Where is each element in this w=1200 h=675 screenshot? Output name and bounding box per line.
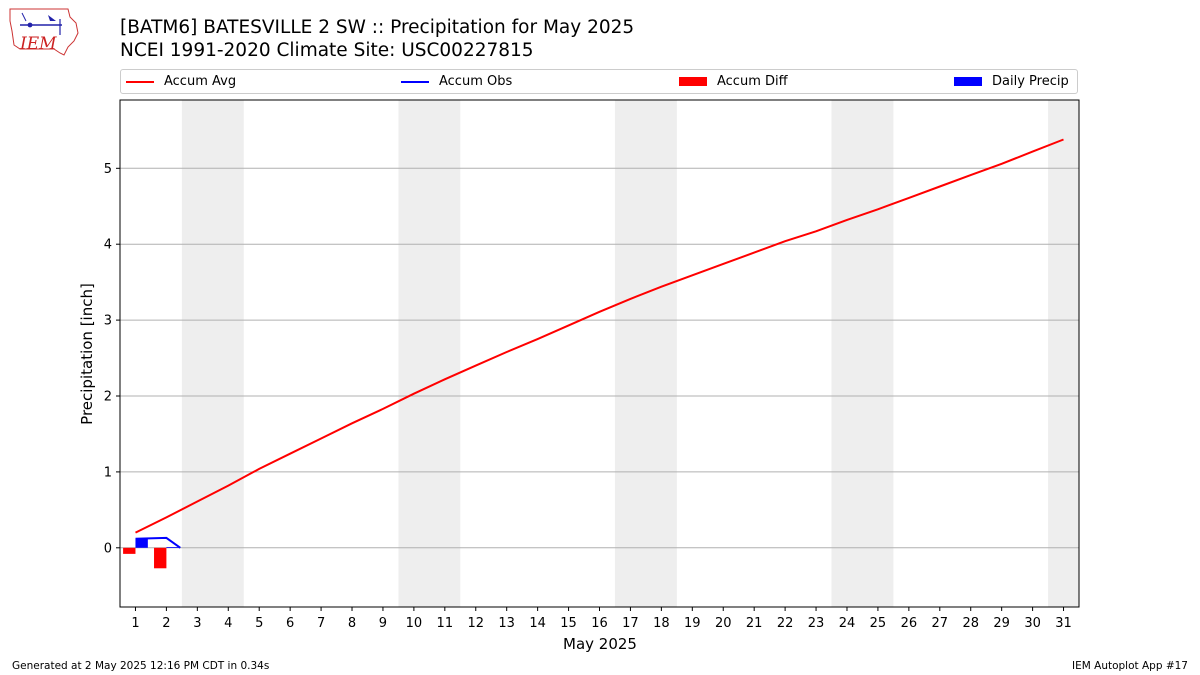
x-tick-label-21: 21 (746, 616, 763, 631)
weekend-shading (181, 100, 1079, 607)
daily-precip-bar-2 (166, 547, 179, 548)
x-tick-label-28: 28 (962, 616, 979, 631)
weekend-band-1 (398, 100, 461, 607)
legend-item-daily-precip: Daily Precip (954, 70, 1069, 93)
weekend-band-2 (614, 100, 677, 607)
accum-diff-bar-1 (123, 547, 136, 554)
legend: Accum Avg Accum Obs Accum Diff Daily Pre… (120, 69, 1078, 94)
accum-diff-bar-2 (154, 547, 167, 569)
x-tick-label-18: 18 (653, 616, 670, 631)
legend-swatch-accum-obs (401, 80, 429, 83)
x-tick-label-15: 15 (560, 616, 577, 631)
daily-precip-bar-1 (135, 538, 148, 548)
x-tick-label-27: 27 (932, 616, 949, 631)
x-tick-label-1: 1 (131, 616, 139, 631)
x-tick-label-31: 31 (1055, 616, 1072, 631)
footer-generated: Generated at 2 May 2025 12:16 PM CDT in … (12, 660, 270, 672)
weekend-band-4 (1048, 100, 1079, 607)
chart-subtitle: NCEI 1991-2020 Climate Site: USC00227815 (120, 40, 534, 61)
x-tick-label-20: 20 (715, 616, 732, 631)
y-tick-label-4: 4 (104, 238, 112, 253)
x-tick-label-19: 19 (684, 616, 701, 631)
x-tick-label-24: 24 (839, 616, 856, 631)
footer-app: IEM Autoplot App #17 (1072, 660, 1188, 672)
legend-label-accum-diff: Accum Diff (717, 74, 788, 89)
x-tick-label-2: 2 (162, 616, 170, 631)
series-line-accum-obs (135, 536, 181, 549)
y-tick-label-2: 2 (104, 390, 112, 405)
legend-label-daily-precip: Daily Precip (992, 74, 1069, 89)
x-tick-label-30: 30 (1024, 616, 1041, 631)
x-tick-label-10: 10 (406, 616, 423, 631)
x-tick-label-26: 26 (901, 616, 918, 631)
y-axis-label: Precipitation [inch] (78, 283, 96, 425)
legend-item-accum-avg: Accum Avg (126, 70, 236, 93)
x-tick-label-12: 12 (467, 616, 484, 631)
x-tick-label-16: 16 (591, 616, 608, 631)
y-tick-label-0: 0 (104, 541, 112, 556)
x-tick-label-25: 25 (870, 616, 887, 631)
legend-swatch-accum-avg (126, 80, 154, 83)
weekend-band-3 (831, 100, 894, 607)
legend-label-accum-obs: Accum Obs (439, 74, 513, 89)
legend-item-accum-diff: Accum Diff (679, 70, 788, 93)
x-tick-label-29: 29 (993, 616, 1010, 631)
x-tick-label-13: 13 (498, 616, 515, 631)
x-tick-label-14: 14 (529, 616, 546, 631)
legend-swatch-daily-precip (954, 77, 982, 86)
x-tick-label-9: 9 (379, 616, 387, 631)
chart-title: [BATM6] BATESVILLE 2 SW :: Precipitation… (120, 17, 635, 38)
logo-text: IEM (19, 34, 57, 54)
x-tick-label-3: 3 (193, 616, 201, 631)
iem-logo: IEM (6, 5, 82, 63)
x-tick-label-23: 23 (808, 616, 825, 631)
series-line-accum-avg (135, 138, 1064, 534)
x-tick-label-17: 17 (622, 616, 639, 631)
x-tick-label-7: 7 (317, 616, 325, 631)
y-gridlines (120, 167, 1079, 549)
legend-item-accum-obs: Accum Obs (401, 70, 512, 93)
x-axis-label: May 2025 (563, 635, 637, 653)
x-tick-label-22: 22 (777, 616, 794, 631)
plot-frame (119, 99, 1080, 608)
x-tick-label-4: 4 (224, 616, 232, 631)
x-tick-label-6: 6 (286, 616, 294, 631)
weekend-band-0 (181, 100, 244, 607)
lines (135, 138, 1064, 549)
x-tick-label-5: 5 (255, 616, 263, 631)
y-tick-label-3: 3 (104, 314, 112, 329)
x-tick-label-8: 8 (348, 616, 356, 631)
x-tick-label-11: 11 (437, 616, 454, 631)
legend-swatch-accum-diff (679, 77, 707, 86)
bars (123, 538, 179, 569)
y-tick-label-5: 5 (104, 162, 112, 177)
legend-label-accum-avg: Accum Avg (164, 74, 237, 89)
y-tick-label-1: 1 (104, 465, 112, 480)
